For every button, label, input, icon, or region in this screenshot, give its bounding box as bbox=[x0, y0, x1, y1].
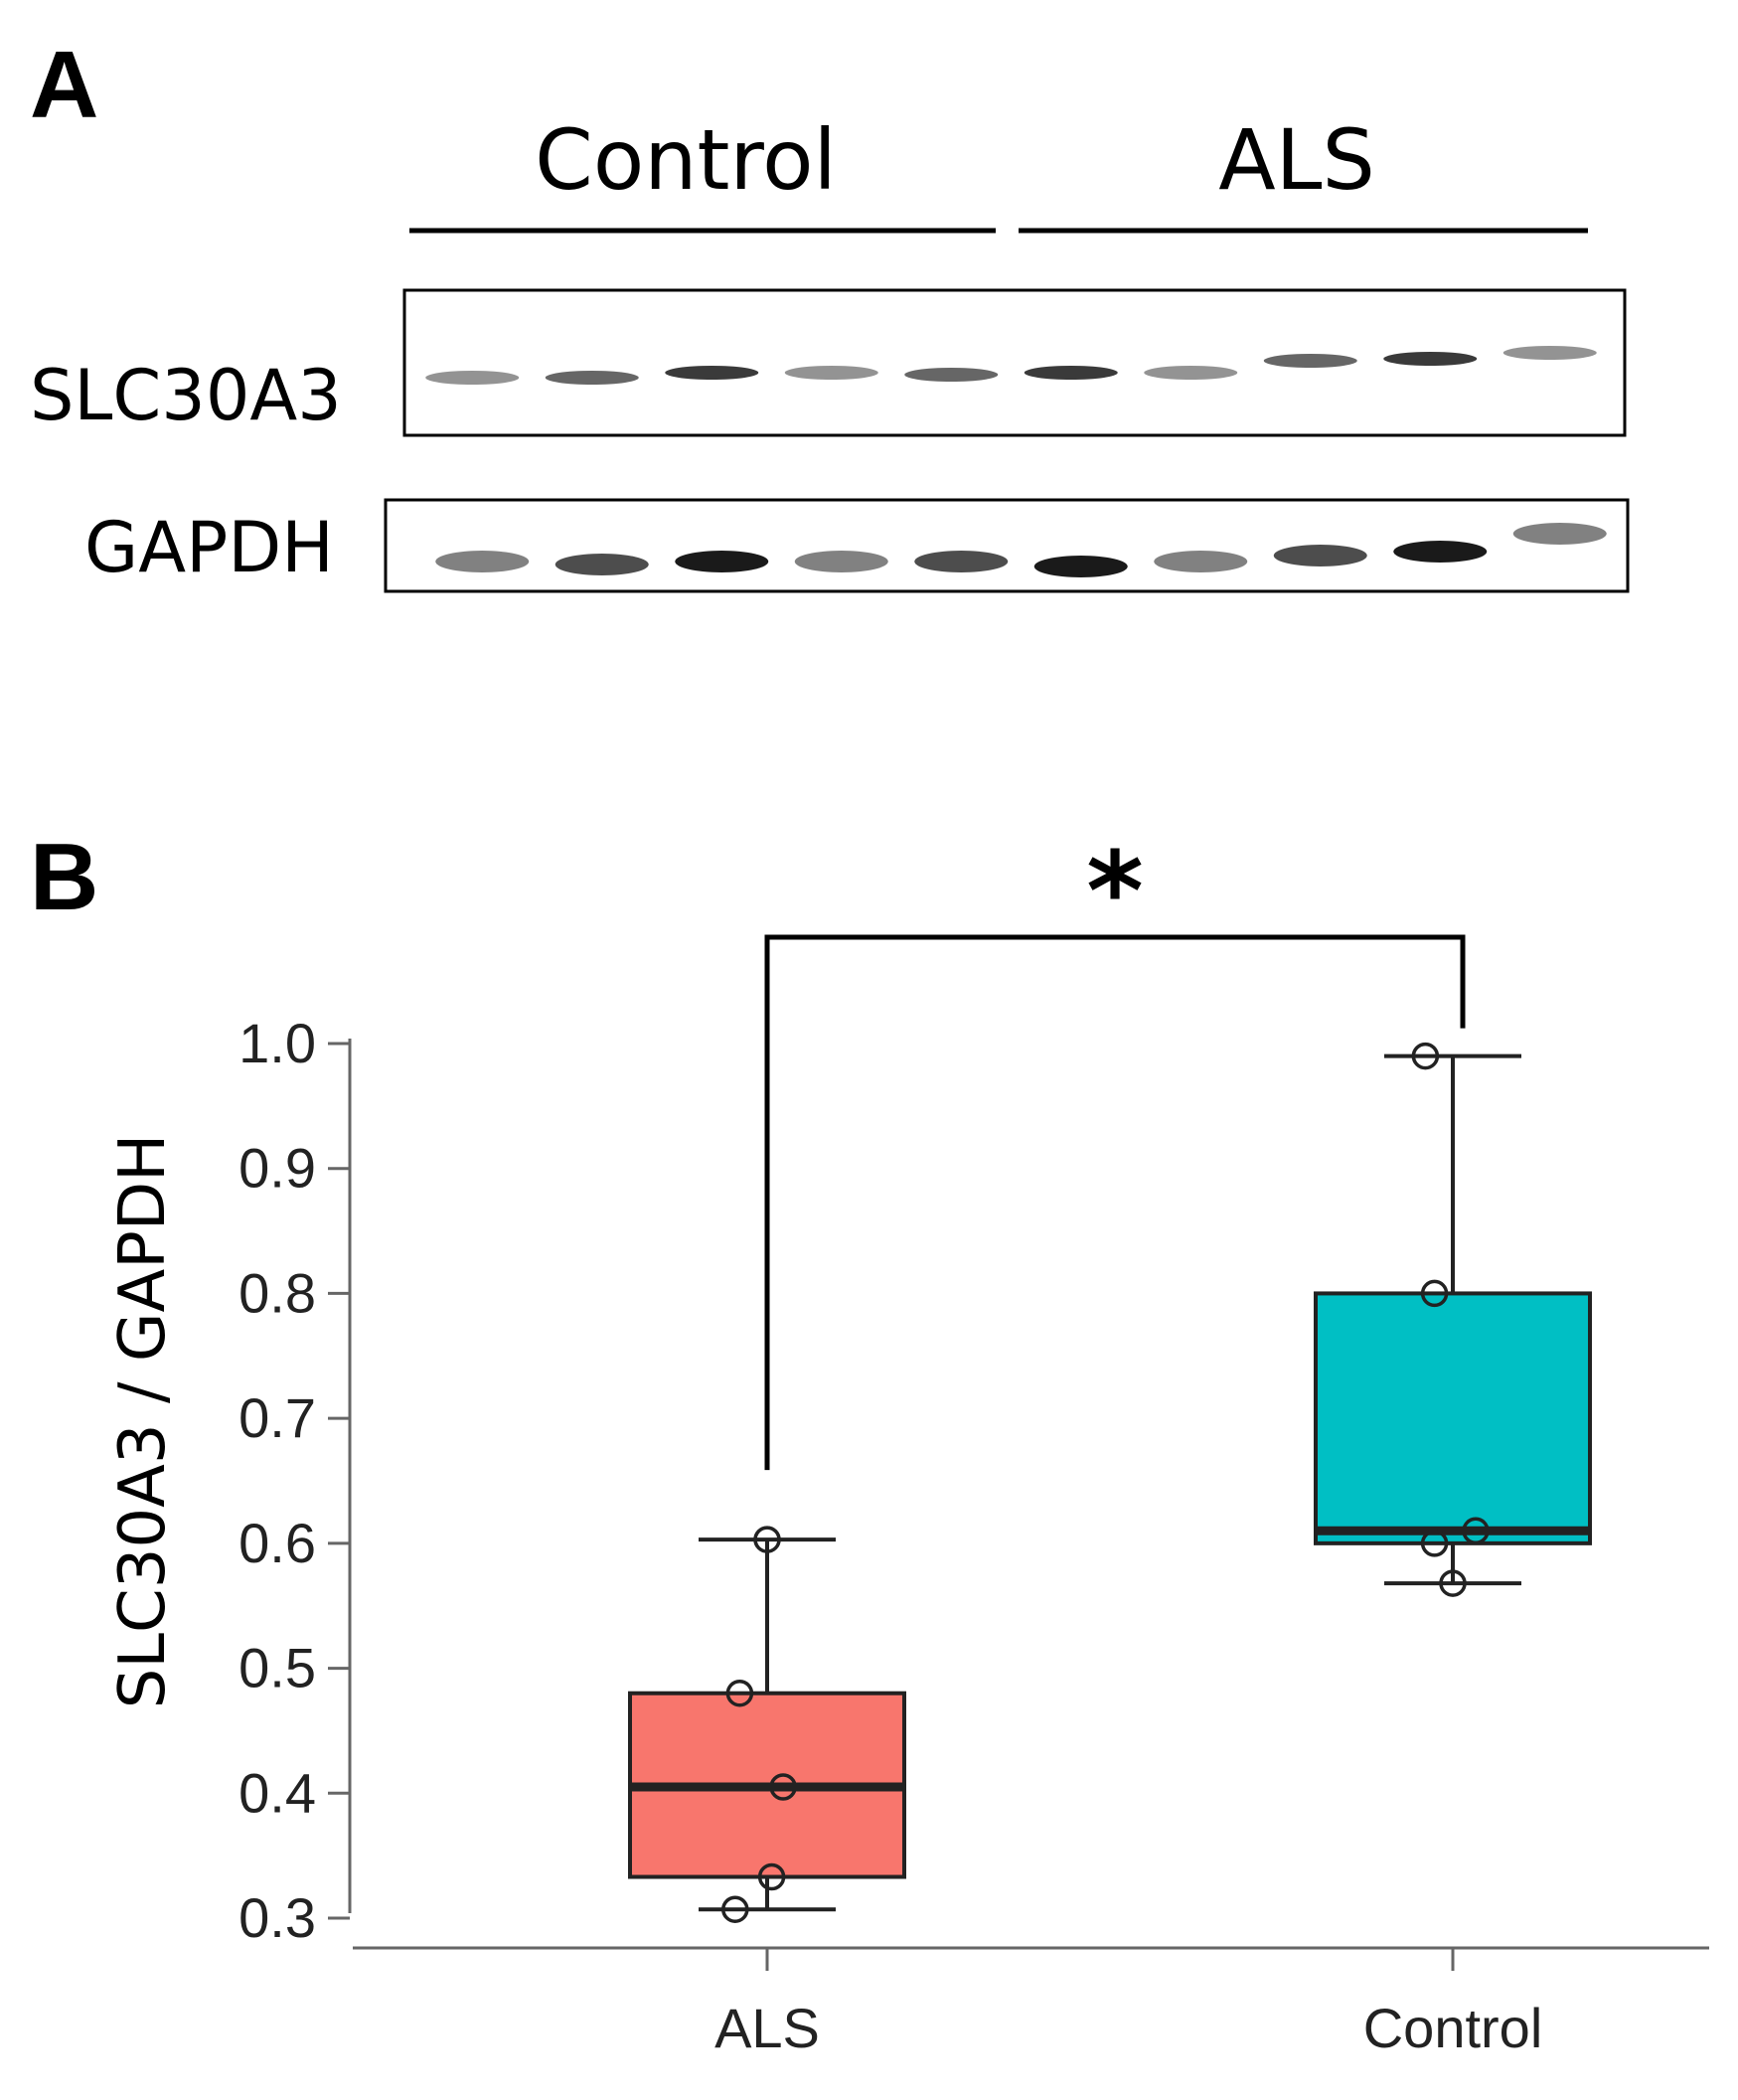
y-tick-label: 1.0 bbox=[238, 1012, 316, 1074]
panel-b-letter: B bbox=[30, 824, 98, 930]
y-tick-label: 0.5 bbox=[238, 1637, 316, 1699]
data-point bbox=[757, 1862, 786, 1891]
data-point bbox=[1439, 1569, 1467, 1597]
data-point bbox=[753, 1526, 781, 1553]
data-point bbox=[1462, 1517, 1490, 1545]
blot-gapdh-band-lane-5 bbox=[914, 551, 1009, 572]
blot-slc30a3-band-lane-8 bbox=[1263, 354, 1357, 368]
x-tick-label: ALS bbox=[714, 1997, 820, 2059]
boxes bbox=[628, 1042, 1592, 1923]
blot-slc30a3-band-lane-6 bbox=[1024, 366, 1118, 380]
blot-slc30a3-band-lane-10 bbox=[1502, 346, 1597, 360]
blot-slc30a3-band-lane-2 bbox=[545, 371, 639, 385]
box-iqr bbox=[1314, 1291, 1592, 1545]
y-tick-label: 0.3 bbox=[238, 1886, 316, 1949]
blot-label-slc30a3: SLC30A3 bbox=[30, 355, 342, 436]
blot-slc30a3-band-lane-4 bbox=[784, 366, 878, 380]
bands-gapdh bbox=[435, 523, 1607, 577]
significance-star: * bbox=[1086, 828, 1144, 955]
blot-slc30a3-band-lane-9 bbox=[1383, 352, 1478, 366]
blot-slc30a3-band-lane-3 bbox=[665, 366, 759, 380]
y-tick-label: 0.6 bbox=[238, 1512, 316, 1574]
box-control bbox=[1314, 1042, 1592, 1597]
blot-gapdh-band-lane-4 bbox=[794, 551, 888, 572]
blot-gapdh-band-lane-2 bbox=[554, 554, 649, 575]
data-point bbox=[1420, 1530, 1449, 1557]
significance-bracket: * bbox=[764, 828, 1466, 1471]
blot-gapdh-band-lane-10 bbox=[1512, 523, 1607, 545]
panel-a-letter: A bbox=[30, 32, 98, 138]
significance-line bbox=[764, 934, 1466, 1471]
blot-slc30a3-band-lane-1 bbox=[425, 371, 520, 385]
y-axis-label: SLC30A3 / GAPDH bbox=[106, 1134, 180, 1709]
group-label-als: ALS bbox=[1218, 111, 1375, 209]
blot-slc30a3-band-lane-7 bbox=[1144, 366, 1238, 380]
bands-slc30a3 bbox=[425, 346, 1597, 385]
panel-b: B SLC30A3 / GAPDH 0.3 0.4 0.5 0.6 0.7 0.8 0.9 1… bbox=[30, 824, 1709, 2059]
blot-gapdh-band-lane-6 bbox=[1033, 556, 1128, 577]
group-label-control: Control bbox=[535, 111, 837, 209]
data-point bbox=[721, 1895, 749, 1923]
y-tick-label: 0.9 bbox=[238, 1137, 316, 1200]
data-point bbox=[725, 1679, 754, 1707]
y-tick-label: 0.7 bbox=[238, 1386, 316, 1449]
box-als bbox=[628, 1526, 906, 1923]
y-ticks: 0.3 0.4 0.5 0.6 0.7 0.8 0.9 1.0 bbox=[238, 1012, 350, 1949]
blot-gapdh-band-lane-3 bbox=[675, 551, 769, 572]
y-tick-label: 0.4 bbox=[238, 1761, 316, 1824]
data-point bbox=[769, 1773, 797, 1801]
x-ticks: ALS Control bbox=[714, 1948, 1542, 2059]
blot-label-gapdh: GAPDH bbox=[84, 507, 334, 588]
y-tick-label: 0.8 bbox=[238, 1261, 316, 1324]
blot-gapdh-band-lane-8 bbox=[1273, 545, 1367, 566]
blot-gapdh-band-lane-9 bbox=[1393, 541, 1488, 563]
blot-gapdh-band-lane-1 bbox=[435, 551, 530, 572]
blot-slc30a3-band-lane-5 bbox=[904, 368, 999, 382]
panel-a: A Control ALS SLC30A3 GAPDH bbox=[30, 32, 1630, 593]
x-tick-label: Control bbox=[1363, 1997, 1543, 2059]
data-point bbox=[1420, 1279, 1449, 1308]
data-point bbox=[1411, 1042, 1440, 1070]
blot-gapdh-band-lane-7 bbox=[1154, 551, 1248, 572]
